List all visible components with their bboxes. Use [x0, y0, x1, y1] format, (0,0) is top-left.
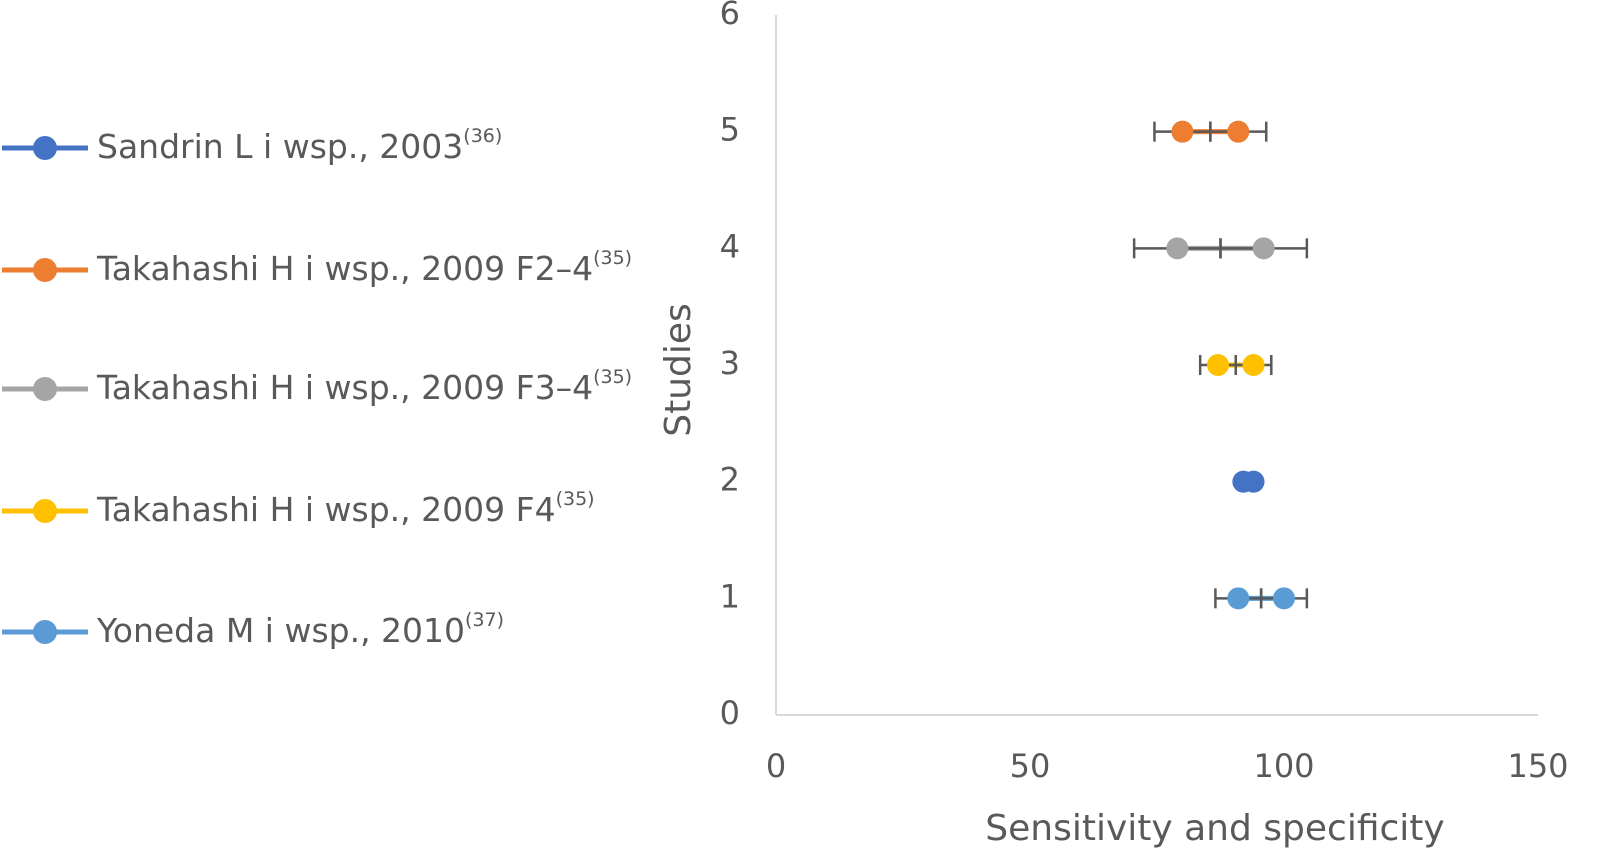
- legend-reference: (35): [556, 488, 595, 510]
- x-tick-label: 100: [1253, 747, 1314, 785]
- legend-marker: [33, 620, 57, 644]
- legend-name: Sandrin L i wsp., 2003: [97, 127, 463, 166]
- y-tick-label: 4: [720, 227, 740, 265]
- legend-label: Takahashi H i wsp., 2009 F3–4(35): [96, 366, 632, 407]
- legend-marker: [33, 499, 57, 523]
- legend-reference: (35): [593, 366, 632, 388]
- y-tick-label: 2: [720, 461, 740, 499]
- y-tick-label: 5: [720, 111, 740, 149]
- legend-label: Yoneda M i wsp., 2010(37): [96, 609, 504, 650]
- y-tick-label: 1: [720, 577, 740, 615]
- data-point: [1242, 354, 1265, 376]
- legend-reference: (36): [463, 125, 502, 147]
- legend-marker: [33, 258, 57, 282]
- data-point: [1166, 237, 1189, 260]
- legend-name: Takahashi H i wsp., 2009 F2–4: [96, 249, 593, 288]
- legend-name: Takahashi H i wsp., 2009 F4: [96, 490, 556, 529]
- x-tick-label: 0: [766, 747, 786, 785]
- x-tick-label: 150: [1507, 747, 1568, 785]
- data-point: [1227, 587, 1250, 610]
- y-tick-label: 6: [720, 0, 740, 32]
- data-point: [1242, 470, 1265, 493]
- data-point: [1273, 587, 1295, 610]
- y-axis-title: Studies: [658, 303, 699, 437]
- y-tick-label: 0: [720, 694, 740, 732]
- legend-name: Yoneda M i wsp., 2010: [96, 611, 465, 650]
- data-point: [1171, 120, 1194, 143]
- legend-label: Sandrin L i wsp., 2003(36): [97, 125, 502, 166]
- y-tick-label: 3: [720, 344, 740, 382]
- legend-name: Takahashi H i wsp., 2009 F3–4: [96, 368, 593, 407]
- data-point: [1252, 237, 1275, 260]
- x-axis-title: Sensitivity and specificity: [985, 808, 1444, 849]
- data-point: [1206, 354, 1229, 376]
- legend-reference: (37): [465, 609, 504, 631]
- x-tick-label: 50: [1010, 747, 1051, 785]
- legend-label: Takahashi H i wsp., 2009 F4(35): [96, 488, 595, 529]
- legend-marker: [33, 377, 57, 401]
- legend-marker: [33, 136, 57, 160]
- data-point: [1227, 120, 1250, 143]
- legend-label: Takahashi H i wsp., 2009 F2–4(35): [96, 247, 632, 288]
- legend-reference: (35): [593, 247, 632, 269]
